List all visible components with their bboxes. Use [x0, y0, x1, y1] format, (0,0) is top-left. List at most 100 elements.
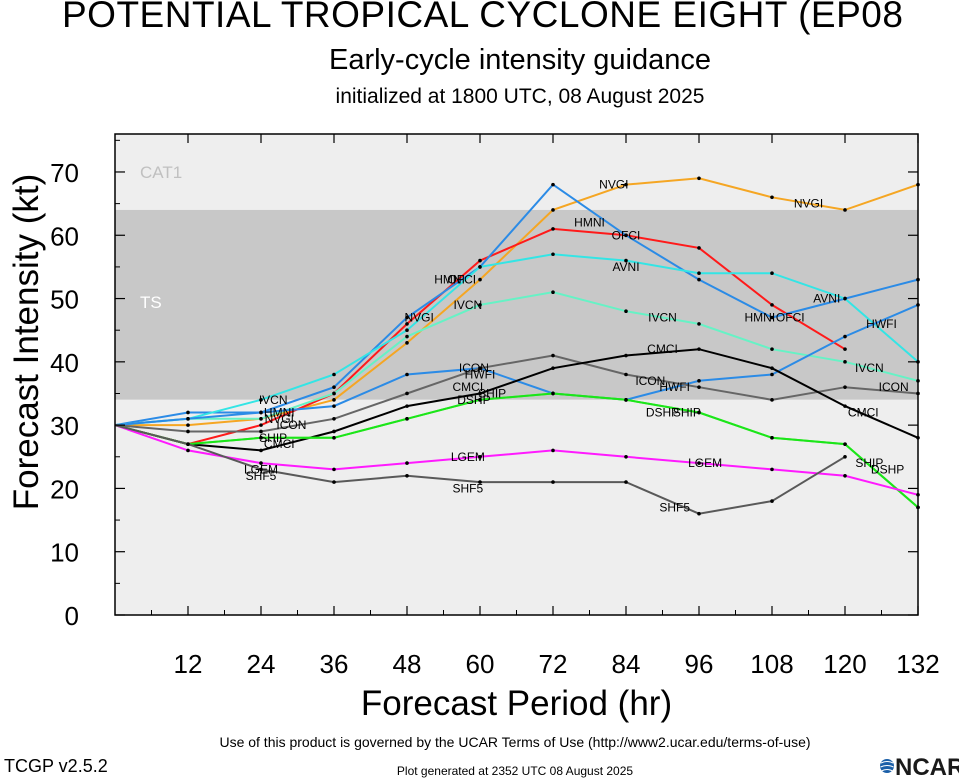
series-label-nvgi: NVGI: [404, 311, 433, 325]
x-tick-label: 120: [823, 649, 866, 679]
data-point-cmci: [697, 347, 701, 351]
data-point-ship: [405, 417, 409, 421]
data-point-lgem: [405, 461, 409, 465]
data-point-avni: [697, 271, 701, 276]
x-tick-label: 132: [896, 649, 939, 679]
data-point-ivcn: [843, 360, 847, 364]
series-label-cmci: CMCI: [452, 380, 483, 394]
y-tick-label: 50: [50, 285, 79, 315]
data-point-ship: [259, 435, 263, 440]
intensity-band-0: [115, 134, 918, 210]
data-point-hwfi: [186, 417, 190, 421]
data-point-hwfi: [697, 379, 701, 383]
data-point-nvgi: [770, 195, 774, 200]
data-point-icon: [624, 372, 628, 377]
series-label-ofci: OFCI: [776, 311, 805, 325]
data-point-ship: [551, 391, 555, 396]
series-label-ofci: OFCI: [447, 273, 476, 287]
ncar-logo: NCAR: [880, 754, 959, 780]
data-point-ivcn: [551, 290, 555, 295]
x-tick-label: 96: [685, 649, 714, 679]
data-point-cmci: [478, 391, 482, 396]
x-tick-label: 84: [612, 649, 641, 679]
data-point-ofci: [843, 347, 847, 351]
data-point-hmni: [624, 233, 628, 238]
y-tick-label: 40: [50, 348, 79, 378]
data-point-nvgi: [186, 423, 190, 427]
data-point-shf5: [478, 480, 482, 484]
data-point-ofci: [551, 227, 555, 231]
series-label-ivcn: IVCN: [648, 311, 677, 325]
data-point-ship: [478, 398, 482, 402]
series-label-icon: ICON: [459, 361, 489, 375]
series-label-shf5: SHF5: [452, 481, 483, 495]
data-point-hmni: [551, 182, 555, 187]
data-point-icon: [186, 429, 190, 434]
data-point-ivcn: [405, 334, 409, 339]
data-point-avni: [843, 296, 847, 301]
x-tick-label: 108: [750, 649, 793, 679]
series-label-hwfi: HWFI: [465, 368, 496, 382]
data-point-avni: [770, 271, 774, 276]
series-label-ship: SHIP: [259, 431, 287, 445]
ncar-logo-text: NCAR: [895, 754, 959, 780]
y-tick-label: 30: [50, 411, 79, 441]
data-point-ship: [843, 442, 847, 446]
series-label-ivcn: IVCN: [855, 361, 884, 375]
data-point-lgem: [624, 454, 628, 459]
data-point-hmni: [697, 277, 701, 282]
series-label-lgem: LGEM: [244, 462, 278, 476]
series-label-ofci: OFCI: [612, 228, 641, 242]
data-point-avni: [332, 372, 336, 377]
series-line-ivcn: [114, 291, 919, 427]
series-label-ship: SHIP: [855, 456, 883, 470]
series-label-hmni: HMNI: [264, 405, 295, 419]
data-point-ofci: [697, 246, 701, 250]
series-label-avni: AVNI: [813, 292, 840, 306]
series-label-avni: AVNI: [612, 260, 639, 274]
y-tick-label: 20: [50, 474, 79, 504]
y-axis-label: Forecast Intensity (kt): [7, 173, 46, 511]
chart-title: POTENTIAL TROPICAL CYCLONE EIGHT (EP08: [62, 0, 904, 35]
data-point-hwfi: [843, 334, 847, 339]
band-label-ts: TS: [140, 293, 162, 312]
data-point-ivcn: [478, 303, 482, 307]
data-point-icon: [332, 417, 336, 421]
x-axis-label: Forecast Period (hr): [360, 684, 673, 723]
series-label-cmci: CMCI: [264, 437, 295, 451]
intensity-band-1: [115, 209, 918, 400]
series-label-nvgi: NVGI: [794, 197, 823, 211]
data-point-cmci: [624, 353, 628, 358]
data-point-icon: [259, 429, 263, 434]
series-label-ivcn: IVCN: [453, 298, 482, 312]
series-line-hmni: [114, 183, 919, 427]
y-tick-label: 60: [50, 221, 79, 251]
data-point-lgem: [478, 454, 482, 459]
data-point-shf5: [770, 499, 774, 503]
generated-time: Plot generated at 2352 UTC 08 August 202…: [396, 764, 634, 778]
data-point-lgem: [843, 473, 847, 478]
data-point-shf5: [259, 467, 263, 472]
series-label-dshp: DSHP: [646, 405, 679, 419]
series-label-shf5: SHF5: [659, 500, 690, 514]
data-point-avni: [259, 398, 263, 402]
data-point-hwfi: [405, 372, 409, 377]
x-tick-label: 60: [466, 649, 495, 679]
data-point-nvgi: [843, 208, 847, 212]
data-point-nvgi: [478, 277, 482, 282]
data-point-avni: [624, 258, 628, 263]
data-point-ivcn: [770, 347, 774, 351]
data-point-ship: [770, 435, 774, 440]
data-point-icon: [843, 385, 847, 389]
data-point-shf5: [186, 442, 190, 446]
y-tick-label: 70: [50, 158, 79, 188]
series-label-icon: ICON: [879, 380, 909, 394]
data-point-lgem: [551, 448, 555, 453]
data-point-hwfi: [770, 372, 774, 377]
series-label-ivcn: IVCN: [259, 393, 288, 407]
data-point-hmni: [405, 315, 409, 320]
data-point-ofci: [405, 322, 409, 326]
data-point-ivcn: [624, 309, 628, 314]
data-point-nvgi: [405, 341, 409, 345]
data-point-icon: [478, 366, 482, 370]
